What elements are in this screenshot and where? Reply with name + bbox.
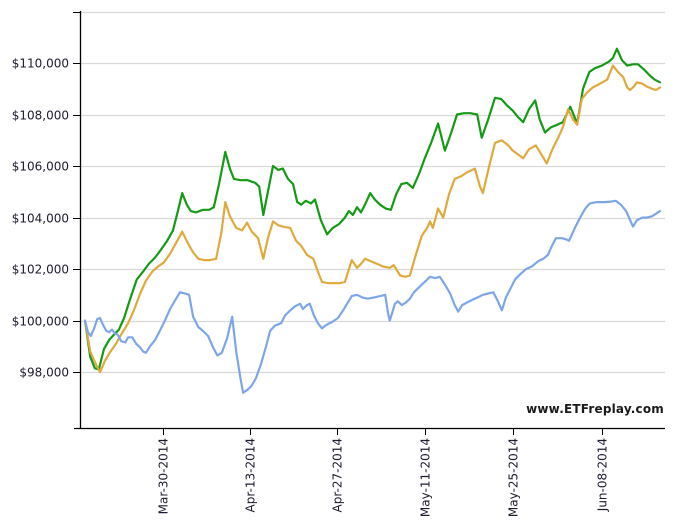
blue-line [83, 199, 662, 394]
x-tick-label-1: Apr-13-2014 [244, 438, 258, 512]
x-tick-label-3: May-11-2014 [419, 438, 433, 517]
x-tick-label-4: May-25-2014 [507, 438, 521, 517]
gold-line [83, 64, 662, 374]
y-tick-label-108000: $108,000 [12, 109, 69, 123]
x-tick-label-2: Apr-27-2014 [331, 438, 345, 512]
green-line [83, 47, 662, 371]
y-tick-label-106000: $106,000 [12, 160, 69, 174]
y-tick-label-100000: $100,000 [12, 315, 69, 329]
y-tick-label-104000: $104,000 [12, 212, 69, 226]
x-tick-label-5: Jun-08-2014 [596, 438, 610, 512]
y-tick-label-102000: $102,000 [12, 263, 69, 277]
y-tick-label-110000: $110,000 [12, 57, 69, 71]
y-tick-label-98000: $98,000 [19, 366, 69, 380]
x-tick-label-0: Mar-30-2014 [157, 438, 171, 514]
watermark: www.ETFreplay.com [526, 402, 664, 416]
